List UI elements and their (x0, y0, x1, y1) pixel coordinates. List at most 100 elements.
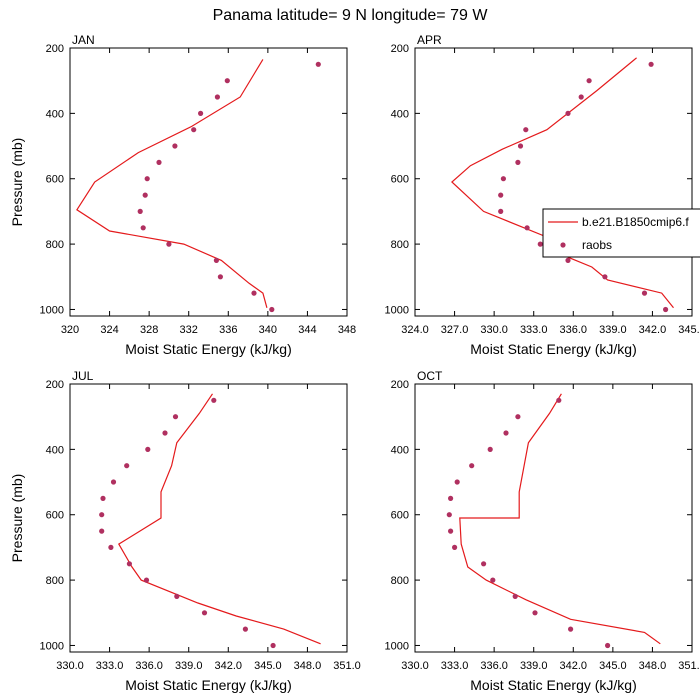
y-tick-label: 600 (46, 174, 64, 186)
obs-point (663, 306, 669, 313)
y-tick-label: 400 (46, 444, 64, 456)
obs-point (469, 463, 475, 469)
panel-jul: JUL 330.0 333.0 336.0 339.0 342.0 345.0 348.0 35… (9, 369, 361, 693)
series-line-model (117, 393, 321, 645)
obs-point (145, 446, 151, 452)
x-tick-label: 333.0 (520, 324, 548, 336)
obs-point (211, 397, 217, 403)
obs-point (448, 495, 454, 501)
x-tick-label: 332 (180, 324, 198, 336)
obs-point (448, 528, 454, 534)
obs-point (156, 159, 162, 165)
y-tick-label: 800 (46, 575, 64, 587)
obs-point (99, 528, 105, 534)
obs-point (201, 610, 208, 616)
obs-point (214, 94, 220, 100)
obs-point (166, 241, 172, 247)
legend-box (542, 208, 700, 258)
x-tick-label: 330.0 (480, 324, 508, 336)
obs-point (172, 414, 179, 420)
x-tick-label: 339.0 (175, 660, 203, 672)
panel-jan: JAN 320 324 328 332 336 340 344 348 200 400 600 800 1… (9, 33, 356, 357)
obs-point (270, 642, 276, 649)
obs-point (454, 479, 460, 485)
obs-point (556, 397, 562, 403)
y-tick-label: 200 (391, 379, 409, 391)
obs-point (213, 257, 219, 263)
y-tick-label: 1000 (385, 304, 409, 316)
x-tick-label: 336.0 (560, 324, 588, 336)
y-axis-label: Pressure (mb) (9, 138, 25, 227)
obs-point (500, 176, 506, 182)
obs-point (602, 274, 608, 280)
y-tick-label: 800 (46, 239, 64, 251)
panel-title: JUL (72, 369, 94, 383)
obs-point (565, 110, 571, 116)
obs-point (100, 495, 106, 501)
x-tick-label: 339.0 (599, 324, 627, 336)
x-tick-label: 342.0 (639, 324, 667, 336)
obs-point (578, 94, 584, 100)
obs-point (174, 593, 180, 600)
y-tick-label: 400 (391, 444, 409, 456)
obs-point (586, 78, 592, 84)
y-tick-label: 1000 (385, 640, 409, 652)
x-tick-label: 324.0 (401, 324, 429, 336)
obs-point (137, 208, 143, 214)
obs-point (144, 176, 150, 182)
figure-title: Panama latitude= 9 N longitude= 79 W (213, 7, 489, 24)
obs-point (648, 61, 654, 67)
obs-point (242, 626, 248, 632)
y-axis-label: Pressure (mb) (9, 474, 25, 563)
obs-point (172, 143, 178, 149)
x-tick-label: 333.0 (96, 660, 124, 672)
y-tick-label: 200 (46, 379, 64, 391)
y-tick-label: 400 (46, 108, 64, 120)
panel-apr: APR 324.0 327.0 330.0 333.0 336.0 339.0 342.0 34… (385, 33, 700, 357)
obs-point (532, 610, 538, 616)
obs-point (446, 512, 452, 518)
x-tick-label: 336.0 (480, 660, 508, 672)
obs-point (124, 463, 130, 469)
panel-title: OCT (417, 369, 443, 383)
obs-point (452, 544, 458, 551)
series-line-model (451, 57, 674, 309)
x-tick-label: 340 (259, 324, 277, 336)
x-tick-label: 342.0 (215, 660, 243, 672)
x-tick-label: 320 (61, 324, 79, 336)
obs-point (481, 561, 487, 567)
x-tick-label: 345.0 (254, 660, 282, 672)
obs-point (198, 110, 204, 116)
obs-point (191, 127, 197, 133)
x-tick-label: 344 (298, 324, 316, 336)
legend-marker-swatch (560, 242, 566, 248)
obs-point (487, 446, 493, 452)
obs-point (523, 127, 529, 133)
y-tick-label: 600 (391, 510, 409, 522)
series-line-model (76, 59, 268, 308)
obs-point (605, 642, 611, 649)
panel-title: JAN (72, 33, 95, 47)
obs-point (142, 192, 148, 198)
series-line-model (459, 393, 661, 645)
obs-point (537, 241, 543, 247)
obs-point (108, 544, 114, 551)
x-tick-label: 345.0 (599, 660, 627, 672)
obs-point (110, 479, 117, 485)
x-tick-label: 345.0 (678, 324, 700, 336)
x-tick-label: 336.0 (135, 660, 163, 672)
y-tick-label: 600 (46, 510, 64, 522)
legend: b.e21.B1850cmip6.f raobs (542, 208, 700, 258)
obs-point (126, 561, 132, 567)
obs-point (99, 512, 105, 518)
panel-title: APR (417, 33, 442, 47)
x-tick-label: 336 (219, 324, 237, 336)
y-tick-label: 800 (391, 575, 409, 587)
y-tick-label: 600 (391, 174, 409, 186)
obs-point (515, 159, 521, 165)
x-axis-label: Moist Static Energy (kJ/kg) (470, 341, 637, 357)
x-tick-label: 348 (338, 324, 356, 336)
obs-point (641, 290, 648, 296)
obs-point (490, 577, 496, 583)
